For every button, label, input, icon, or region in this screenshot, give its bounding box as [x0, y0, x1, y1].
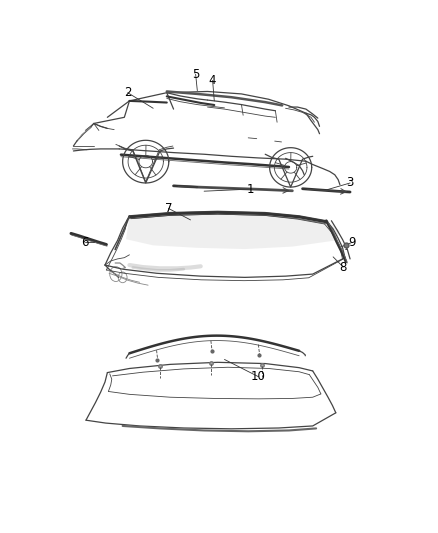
Polygon shape [126, 211, 340, 249]
Text: 8: 8 [339, 261, 347, 273]
Text: 6: 6 [81, 236, 89, 249]
Text: 2: 2 [124, 86, 131, 99]
Text: 9: 9 [348, 236, 356, 249]
Text: 5: 5 [192, 68, 199, 80]
Text: 3: 3 [346, 176, 354, 189]
Text: 7: 7 [165, 202, 172, 215]
Text: 10: 10 [251, 370, 266, 383]
Text: 4: 4 [209, 74, 216, 87]
Text: 1: 1 [246, 183, 254, 196]
